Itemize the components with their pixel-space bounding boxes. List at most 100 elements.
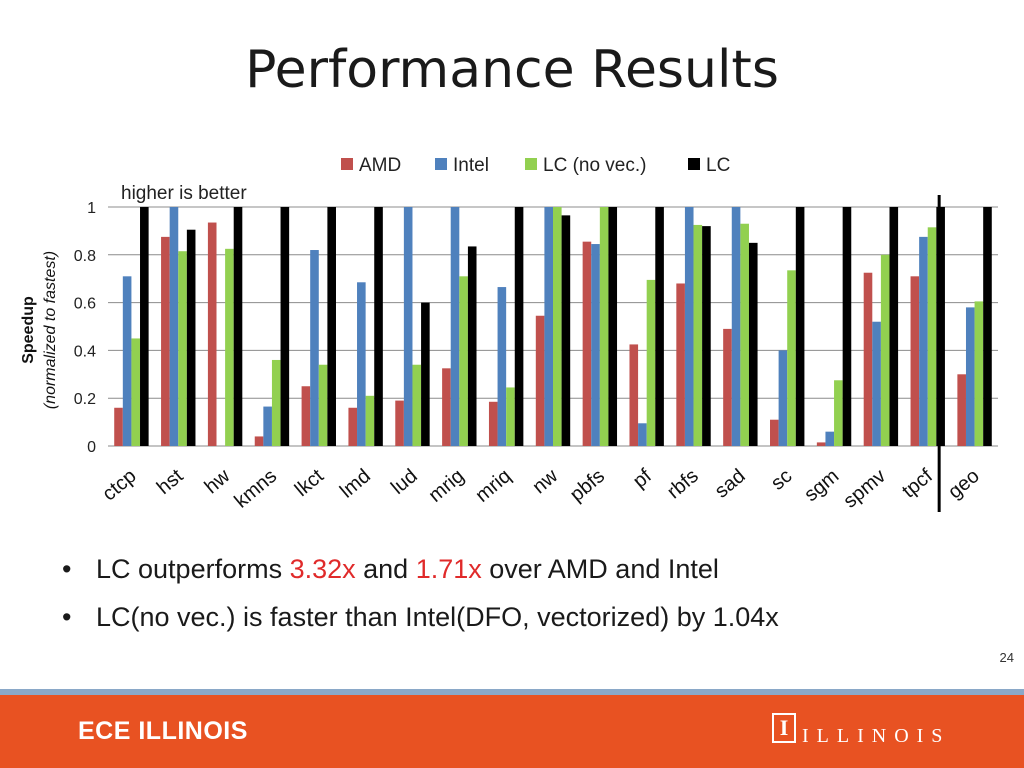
bullet-text: over AMD and Intel [481, 554, 719, 584]
bar-lc-no-vec [412, 364, 422, 446]
x-tick-label: hst [153, 465, 188, 499]
bar-lc [702, 226, 711, 446]
bar-lc [327, 207, 336, 446]
bar-intel [497, 287, 507, 446]
illinois-logo-icon: I [772, 713, 796, 743]
bar-intel [919, 236, 928, 446]
bar-amd [535, 315, 545, 446]
y-tick-label: 1 [87, 200, 96, 217]
bar-lc-no-vec [927, 227, 937, 446]
x-tick-label: mrig [425, 465, 469, 507]
bar-lc-no-vec [506, 387, 515, 446]
bar-amd [114, 407, 123, 446]
chart-annotation: higher is better [121, 183, 247, 204]
bar-lc [561, 215, 571, 446]
bar-intel [357, 282, 366, 446]
x-tick-label: mriq [471, 465, 515, 507]
footer-illinois-wordmark: ILLINOIS [802, 725, 951, 747]
bullet-list: • LC outperforms 3.32x and 1.71x over AMD… [62, 545, 779, 641]
bar-lc-no-vec [880, 254, 890, 446]
bar-lc-no-vec [740, 223, 749, 446]
bar-lc-no-vec [365, 395, 375, 446]
x-tick-label: lud [387, 465, 422, 499]
x-tick-label: sc [767, 465, 796, 495]
bar-amd [582, 241, 592, 446]
legend-label: AMD [359, 155, 401, 176]
bar-amd [910, 276, 920, 446]
bar-lc [608, 207, 618, 446]
bar-amd [488, 401, 498, 446]
bullet-dot-icon: • [62, 602, 72, 632]
bar-amd [957, 374, 966, 446]
bar-lc [795, 207, 805, 446]
footer-ece-illinois: ECE ILLINOIS [78, 717, 248, 745]
highlight-value: 3.32x [289, 554, 356, 584]
bar-lc-no-vec [974, 301, 984, 446]
footer-divider [0, 689, 1024, 695]
bullet-dot-icon: • [62, 554, 72, 584]
footer-bar: ECE ILLINOIS I ILLINOIS [0, 695, 1024, 768]
bar-lc [374, 207, 383, 446]
page-number: 24 [999, 650, 1014, 665]
bar-amd [395, 400, 404, 446]
bullet-text: LC(no vec.) is faster than Intel(DFO, ve… [96, 602, 779, 632]
x-tick-label: hw [201, 465, 235, 499]
x-tick-label: kmns [230, 465, 281, 513]
x-tick-label: pbfs [566, 465, 609, 506]
bar-intel [872, 321, 881, 446]
bar-lc-no-vec [271, 359, 281, 446]
legend-swatch [688, 158, 700, 170]
bar-lc [748, 242, 758, 446]
bar-lc-no-vec [318, 364, 328, 446]
x-tick-label: rbfs [663, 465, 703, 503]
legend-swatch [435, 158, 447, 170]
x-tick-label: lmd [336, 465, 375, 503]
bar-amd [770, 419, 779, 446]
bar-lc [889, 207, 899, 446]
x-tick-label: geo [944, 465, 984, 503]
bar-lc-no-vec [178, 251, 187, 446]
bar-lc-no-vec [225, 248, 234, 446]
bar-intel [450, 207, 460, 446]
bar-lc-no-vec [693, 224, 703, 446]
legend-swatch [525, 158, 537, 170]
x-tick-label: tpcf [898, 465, 937, 503]
y-tick-label: 0.8 [74, 248, 96, 265]
bar-amd [161, 236, 170, 446]
bar-lc-no-vec [553, 207, 562, 446]
bar-intel [778, 350, 788, 446]
bullet-text: LC outperforms [96, 554, 290, 584]
bar-amd [629, 344, 639, 446]
bar-intel [122, 276, 132, 446]
bar-amd [348, 407, 358, 446]
x-tick-label: sgm [800, 465, 843, 506]
bar-amd [676, 283, 685, 446]
legend-label: LC (no vec.) [543, 155, 646, 176]
bar-intel [965, 307, 975, 446]
y-axis-label: Speedup [20, 296, 37, 364]
bar-lc-no-vec [131, 338, 141, 446]
x-tick-label: spmv [839, 465, 890, 513]
bar-amd [254, 436, 264, 446]
bar-lc [983, 207, 992, 446]
x-tick-label: ctcp [98, 465, 140, 505]
bar-lc [140, 207, 149, 446]
bar-intel [169, 207, 179, 446]
bar-lc [842, 207, 852, 446]
bar-lc [233, 207, 243, 446]
bar-intel [825, 431, 835, 446]
bar-lc [467, 246, 477, 446]
bar-lc-no-vec [459, 276, 468, 446]
bar-lc [280, 207, 290, 446]
bar-amd [442, 368, 451, 446]
bar-amd [863, 272, 873, 446]
highlight-value: 1.71x [415, 554, 482, 584]
bullet-text: and [355, 554, 416, 584]
bar-amd [723, 328, 732, 446]
bar-lc [186, 229, 196, 446]
bar-lc [655, 207, 664, 446]
bullet-item: • LC outperforms 3.32x and 1.71x over AMD… [62, 545, 779, 593]
x-tick-label: sad [711, 465, 750, 503]
bar-lc-no-vec [599, 207, 609, 446]
